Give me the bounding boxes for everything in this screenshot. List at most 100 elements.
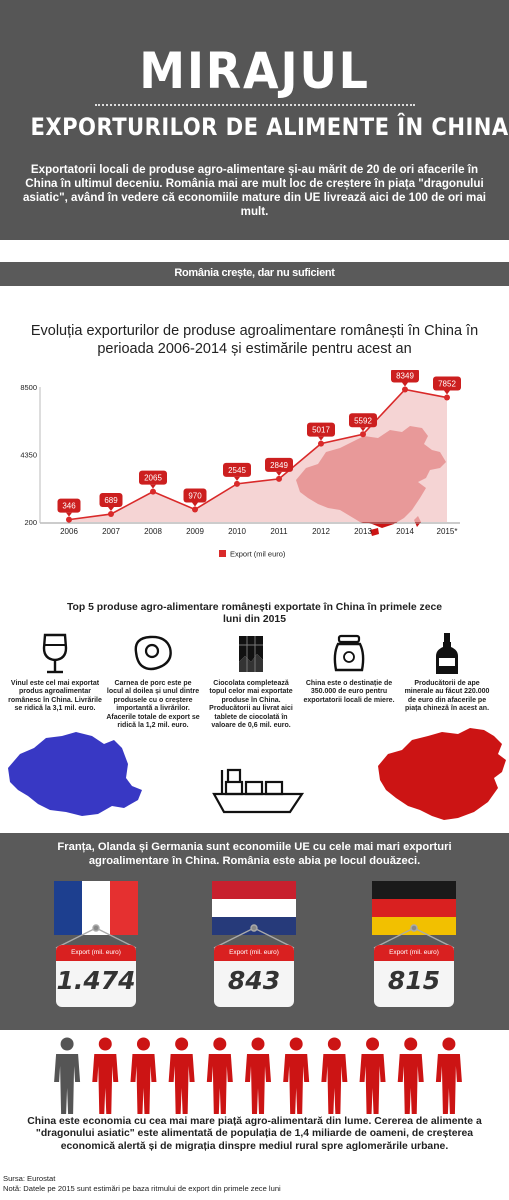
data-label: 689 — [104, 496, 118, 505]
x-tick-label: 2014 — [396, 527, 414, 536]
export-tag-france: Export (mil. euro) 1.474 — [56, 945, 136, 1007]
data-label: 5592 — [354, 416, 372, 425]
page-subtitle: EXPORTURILOR DE ALIMENTE ÎN CHINA — [30, 113, 509, 141]
data-label: 2065 — [144, 474, 162, 483]
product-pork: Carnea de porc este pe locul al doilea ș… — [106, 632, 200, 730]
export-chart: 200 4350 8500 2006 2007 2008 2009 2010 2011 2012 2… — [20, 370, 461, 559]
header — [0, 0, 509, 240]
top5-title: Top 5 produse agro-alimentare românești … — [66, 602, 443, 625]
x-tick-label: 2006 — [60, 527, 78, 536]
product-chocolate: Ciocolata completează topul celor mai ex… — [204, 632, 298, 730]
data-label-box — [139, 470, 167, 485]
hainan-map-shape — [370, 528, 379, 536]
person-icon — [168, 1037, 195, 1114]
person-icon — [397, 1037, 424, 1114]
y-tick-label: 8500 — [20, 383, 37, 392]
source-text: Sursa: Eurostat — [3, 1174, 56, 1183]
data-label-box — [307, 422, 335, 437]
bottle-icon — [436, 633, 458, 674]
data-label: 970 — [188, 491, 202, 500]
trade-route-illustration — [8, 728, 506, 820]
person-icon — [92, 1037, 119, 1114]
section-label: România crește, dar nu suficient — [174, 267, 335, 279]
export-tag-netherlands: Export (mil. euro) 843 — [214, 945, 294, 1007]
page-title: MIRAJUL — [139, 42, 370, 100]
chart-title: Evoluția exporturilor de produse agroali… — [30, 323, 479, 357]
data-point — [444, 394, 450, 401]
data-label: 346 — [62, 502, 76, 511]
product-text: China este o destinație de 350.000 de eu… — [303, 680, 395, 704]
product-text: Carnea de porc este pe locul al doilea ș… — [106, 680, 200, 730]
data-point — [360, 431, 366, 438]
x-tick-label: 2010 — [228, 527, 246, 536]
data-label-box — [265, 457, 293, 472]
wine-glass-icon — [42, 633, 68, 674]
product-text: Ciocolata completează topul celor mai ex… — [209, 680, 293, 730]
x-tick-label: 2009 — [186, 527, 204, 536]
tag-label: Export (mil. euro) — [56, 945, 136, 961]
y-tick-label: 4350 — [20, 451, 37, 460]
title-divider — [95, 104, 415, 106]
export-value: 815 — [387, 966, 441, 995]
tag-strings — [55, 924, 455, 949]
data-label-box — [183, 488, 207, 503]
data-label-box — [57, 498, 81, 513]
data-label-pointer — [276, 471, 282, 476]
export-area — [69, 389, 447, 522]
france-flag — [54, 881, 138, 935]
y-tick-label: 200 — [24, 518, 37, 527]
tag-label: Export (mil. euro) — [214, 945, 294, 961]
product-honey: China este o destinație de 350.000 de eu… — [302, 632, 396, 705]
product-wine: Vinul este cel mai exportat produs agroa… — [8, 632, 102, 714]
person-icon — [283, 1037, 310, 1114]
intro-text: Exportatorii locali de produse agro-alim… — [22, 163, 486, 218]
data-label-pointer — [444, 390, 450, 395]
person-icon — [435, 1037, 462, 1114]
data-label-pointer — [402, 382, 408, 387]
data-point — [192, 506, 198, 513]
product-text: Producătorii de ape minerale au făcut 22… — [404, 680, 490, 713]
data-label: 8349 — [396, 371, 414, 380]
export-value: 1.474 — [56, 966, 136, 995]
data-label-box — [433, 376, 461, 391]
x-tick-label: 2012 — [312, 527, 330, 536]
data-label: 5017 — [312, 426, 330, 435]
data-point — [318, 440, 324, 447]
person-icon — [321, 1037, 348, 1114]
x-tick-label: 2015* — [437, 527, 458, 536]
product-water: Producătorii de ape minerale au făcut 22… — [400, 632, 494, 714]
data-label-pointer — [150, 484, 156, 489]
legend-swatch — [219, 550, 226, 557]
data-point — [150, 488, 156, 495]
eu-text: Franța, Olanda și Germania sunt economii… — [57, 841, 452, 867]
data-label-box — [99, 493, 123, 508]
chocolate-icon — [239, 636, 263, 672]
export-value: 843 — [227, 966, 281, 995]
data-label-box — [223, 462, 251, 477]
note-text: Notă: Datele pe 2015 sunt estimări pe ba… — [3, 1183, 281, 1193]
data-label-pointer — [66, 512, 72, 517]
data-label: 2849 — [270, 461, 288, 470]
data-label-pointer — [234, 476, 240, 481]
x-tick-label: 2007 — [102, 527, 120, 536]
tag-label: Export (mil. euro) — [374, 945, 454, 961]
romania-map-shape — [8, 732, 142, 816]
source-note: Sursa: Eurostat Notă: Datele pe 2015 sun… — [3, 1174, 281, 1193]
meat-icon — [134, 635, 172, 671]
data-point — [402, 386, 408, 393]
data-label: 7852 — [438, 380, 456, 389]
final-text: China este economia cu cea mai mare piaț… — [27, 1116, 482, 1152]
person-icon — [130, 1037, 157, 1114]
person-icon — [54, 1037, 81, 1114]
data-label-pointer — [318, 436, 324, 441]
x-tick-label: 2008 — [144, 527, 162, 536]
x-tick-label: 2013 — [354, 527, 372, 536]
data-point — [234, 480, 240, 487]
product-text: Vinul este cel mai exportat produs agroa… — [8, 680, 102, 713]
data-label: 2545 — [228, 466, 246, 475]
data-point — [66, 516, 72, 523]
data-point — [276, 475, 282, 482]
export-tag-germany: Export (mil. euro) 815 — [374, 945, 454, 1007]
data-point — [108, 511, 114, 518]
ship-icon — [212, 768, 305, 814]
